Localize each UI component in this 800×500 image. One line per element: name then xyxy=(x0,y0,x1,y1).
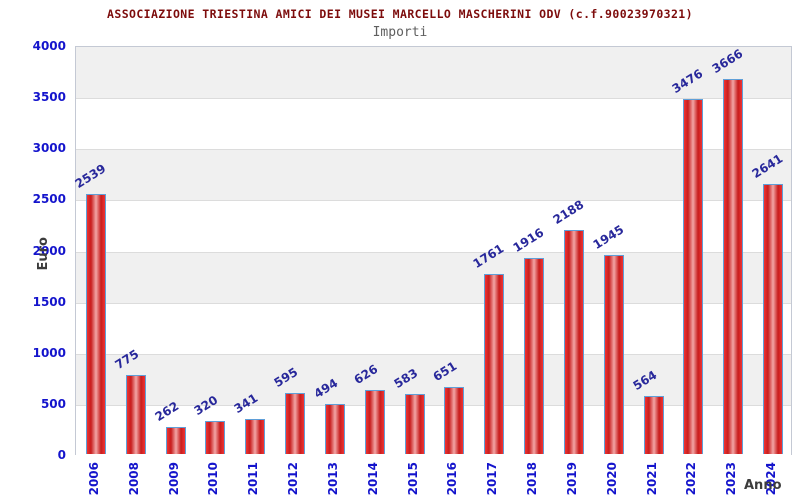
x-tick-label: 2022 xyxy=(684,462,699,496)
x-tick-label: 2006 xyxy=(86,462,101,496)
plot-band xyxy=(76,353,791,405)
bar xyxy=(683,98,704,454)
plot-band xyxy=(76,251,791,303)
x-tick-label: 2013 xyxy=(325,462,340,496)
x-tick-label: 2008 xyxy=(126,462,141,496)
bar xyxy=(364,390,385,454)
x-tick-label: 2019 xyxy=(564,462,579,496)
bar xyxy=(324,403,345,454)
bar xyxy=(563,230,584,454)
y-tick-label: 1500 xyxy=(32,294,66,309)
x-tick-label: 2010 xyxy=(206,462,221,496)
bar xyxy=(723,79,744,454)
y-tick-label: 0 xyxy=(57,448,66,462)
bar xyxy=(524,258,545,454)
plot-band xyxy=(76,404,791,456)
plot-area: 2539 775 262 320 341 595 494 626 583 651 1761 1916 2… xyxy=(72,46,792,456)
bar xyxy=(603,255,624,454)
chart-subtitle: Importi xyxy=(372,25,428,40)
gridline xyxy=(76,251,791,253)
plot-band xyxy=(76,200,791,252)
x-tick-label: 2017 xyxy=(485,462,500,496)
gridline xyxy=(76,404,791,406)
x-tick-label: 2016 xyxy=(445,462,460,496)
bar xyxy=(404,394,425,454)
gridline xyxy=(76,200,791,202)
y-tick-label: 2500 xyxy=(32,192,66,207)
bar xyxy=(484,273,505,454)
bar xyxy=(763,184,784,454)
gridline xyxy=(76,149,791,151)
x-tick-label: 2014 xyxy=(365,462,380,496)
gridline xyxy=(76,302,791,304)
bar xyxy=(125,374,146,454)
y-tick-label: 3500 xyxy=(32,90,66,105)
x-tick-label: 2009 xyxy=(166,462,181,496)
plot-band xyxy=(76,47,791,99)
bar xyxy=(285,393,306,454)
bar xyxy=(245,419,266,454)
plot-band xyxy=(76,302,791,354)
x-tick-label: 2023 xyxy=(724,462,739,496)
gridline xyxy=(76,353,791,355)
x-axis-title: Anno xyxy=(744,478,782,493)
y-axis-title: Euro xyxy=(36,237,51,271)
x-tick-label: 2020 xyxy=(604,462,619,496)
x-tick-label: 2018 xyxy=(525,462,540,496)
y-tick-label: 4000 xyxy=(32,39,66,53)
x-tick-label: 2021 xyxy=(644,462,659,496)
x-tick-label: 2012 xyxy=(286,462,301,496)
bar xyxy=(444,387,465,454)
gridline xyxy=(76,98,791,100)
plot-band xyxy=(76,149,791,201)
bar xyxy=(205,421,226,454)
y-tick-label: 1000 xyxy=(32,345,66,360)
bar xyxy=(85,194,106,454)
bar xyxy=(165,427,186,454)
chart-title: ASSOCIAZIONE TRIESTINA AMICI DEI MUSEI M… xyxy=(107,7,693,21)
y-tick-label: 500 xyxy=(40,396,66,411)
x-tick-label: 2015 xyxy=(405,462,420,496)
x-tick-label: 2011 xyxy=(246,462,261,496)
bar xyxy=(643,396,664,454)
y-tick-label: 3000 xyxy=(32,141,66,156)
y-tick-label: 2000 xyxy=(32,243,66,258)
plot-band xyxy=(76,98,791,150)
